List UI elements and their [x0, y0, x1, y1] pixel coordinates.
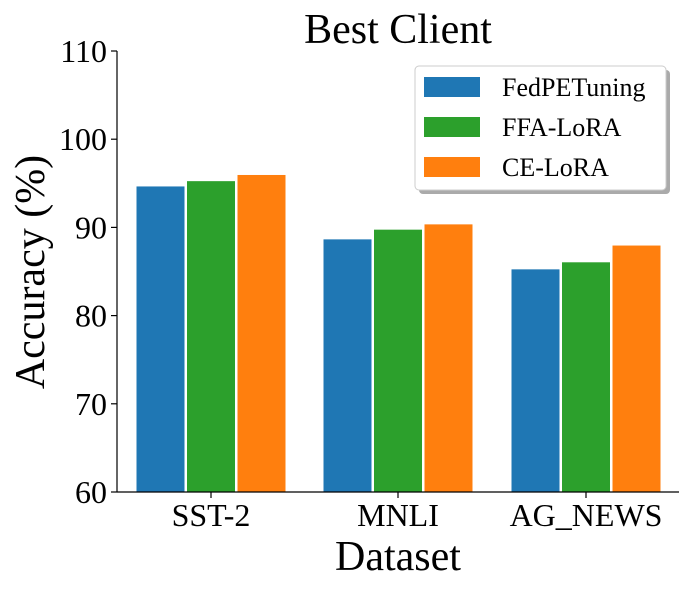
x-tick-label-sst-2: SST-2	[172, 497, 251, 533]
axes-layer: 60 70 80 90 100 110 SST-2 MNLI AG_NEWS	[59, 33, 679, 533]
x-tick-label-ag-news: AG_NEWS	[510, 497, 663, 533]
chart-title: Best Client	[304, 7, 492, 53]
x-axis-label: Dataset	[335, 534, 461, 580]
bar-ffa-lora-ag-news	[561, 261, 611, 493]
y-tick-label-70: 70	[75, 386, 107, 422]
bar-fedpetuning-sst-2	[135, 185, 186, 493]
y-tick-label-90: 90	[75, 209, 107, 245]
legend-label-ffa-lora: FFA-LoRA	[502, 113, 622, 142]
y-axis-label: Accuracy (%)	[8, 155, 54, 389]
bar-fedpetuning-mnli	[322, 238, 373, 493]
x-tick-label-mnli: MNLI	[357, 497, 439, 533]
legend-label-ce-lora: CE-LoRA	[502, 153, 609, 182]
y-tick-label-80: 80	[75, 298, 107, 334]
y-tick-label-60: 60	[75, 474, 107, 510]
y-tick-label-100: 100	[59, 121, 107, 157]
bars-layer	[135, 173, 662, 493]
legend-swatch-ce-lora	[424, 157, 480, 177]
bar-fedpetuning-ag-news	[510, 268, 561, 493]
legend-label-fedpetuning: FedPETuning	[502, 73, 646, 102]
y-tick-label-110: 110	[60, 33, 107, 69]
legend-swatch-ffa-lora	[424, 117, 480, 137]
bar-ffa-lora-sst-2	[186, 180, 236, 493]
bar-ce-lora-sst-2	[236, 173, 287, 493]
legend: FedPETuning FFA-LoRA CE-LoRA	[414, 65, 670, 194]
bar-ffa-lora-mnli	[373, 228, 423, 493]
legend-swatch-fedpetuning	[424, 77, 480, 97]
bar-ce-lora-ag-news	[611, 244, 662, 493]
bar-ce-lora-mnli	[423, 223, 474, 493]
